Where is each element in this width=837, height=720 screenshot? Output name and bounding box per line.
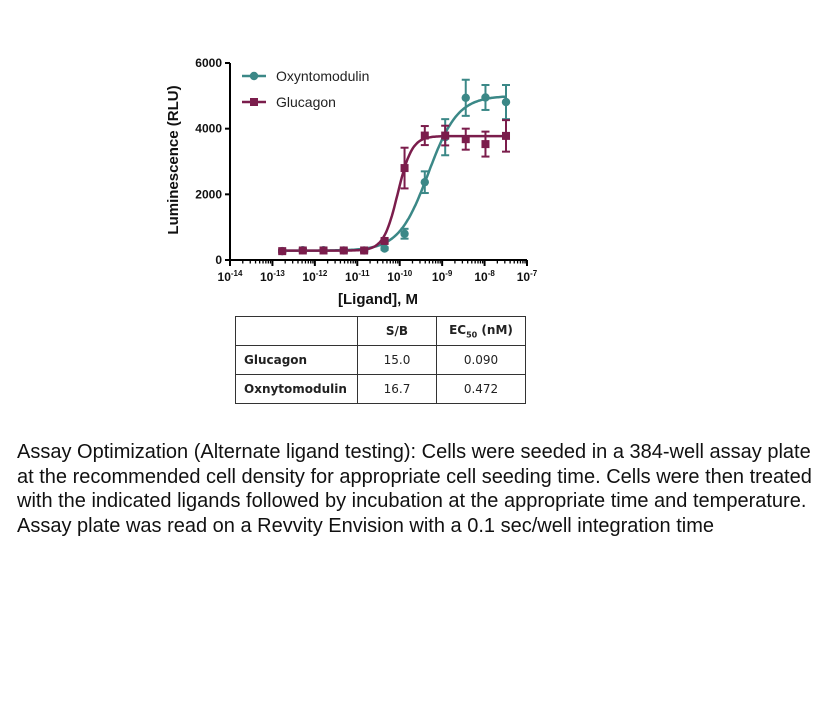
data-point: [420, 125, 429, 147]
dose-response-chart: 0 2000 4000 6000 10-14 10-13 10-12 10-11 10-10 10…: [165, 56, 538, 308]
x-tick-label: 10-7: [517, 269, 538, 284]
ec-text: EC: [449, 322, 467, 337]
y-tick-label: 6000: [195, 56, 222, 70]
marker-square: [298, 246, 307, 255]
marker-square: [339, 246, 348, 255]
legend-marker-circle: [249, 71, 259, 81]
data-point: [481, 130, 490, 158]
data-point: [441, 124, 450, 147]
marker-square: [380, 236, 389, 245]
data-point: [400, 146, 409, 190]
y-tick-label: 0: [215, 253, 222, 267]
marker-circle: [481, 93, 490, 102]
row-ec50: 0.472: [436, 374, 526, 404]
data-point: [481, 83, 490, 111]
table-header-row: S/B EC50 (nM): [235, 316, 526, 346]
x-axis-label: [Ligand], M: [338, 291, 418, 308]
data-point: [502, 119, 511, 153]
data-point: [380, 244, 389, 253]
data-point: [319, 246, 328, 255]
data-point: [278, 247, 287, 256]
row-ec50: 0.090: [436, 345, 526, 375]
data-point: [420, 170, 429, 195]
row-name: Oxnytomodulin: [235, 374, 358, 404]
legend-label: Oxyntomodulin: [276, 68, 369, 84]
y-tick-label: 4000: [195, 122, 222, 136]
data-point: [461, 127, 470, 151]
data-point: [339, 246, 348, 255]
x-tick-label: 10-13: [260, 269, 285, 284]
marker-square: [360, 246, 369, 255]
data-point: [360, 246, 369, 255]
marker-circle: [461, 93, 470, 103]
fit-curve-glucagon: [282, 134, 506, 252]
marker-square: [420, 131, 429, 140]
results-table: S/B EC50 (nM) Glucagon 15.0 0.090 Oxnyto…: [235, 316, 526, 404]
ec-unit: (nM): [477, 322, 513, 337]
marker-circle: [380, 244, 389, 253]
x-tick-label: 10-10: [387, 269, 412, 284]
marker-square: [481, 140, 490, 149]
marker-circle: [501, 97, 511, 107]
fit-curve-oxyntomodulin: [282, 95, 507, 252]
table-header-ec50: EC50 (nM): [436, 316, 526, 346]
table-header-sb: S/B: [357, 316, 437, 346]
table-row: Glucagon 15.0 0.090: [235, 345, 526, 375]
figure-caption: Assay Optimization (Alternate ligand tes…: [17, 441, 812, 537]
marker-square: [400, 164, 409, 173]
y-tick-label: 2000: [195, 187, 222, 201]
marker-square: [461, 135, 470, 144]
data-point: [461, 78, 470, 117]
marker-circle: [420, 177, 429, 187]
table-header-blank: [235, 316, 358, 346]
row-name: Glucagon: [235, 345, 358, 375]
x-tick-label: 10-9: [432, 269, 453, 284]
data-point: [501, 83, 511, 121]
marker-square: [319, 246, 328, 255]
marker-square: [278, 247, 287, 256]
x-tick-label: 10-14: [218, 269, 243, 284]
ec-subscript: 50: [466, 330, 478, 340]
y-axis-label: Luminescence (RLU): [165, 85, 182, 234]
x-tick-label: 10-12: [302, 269, 327, 284]
table-row: Oxnytomodulin 16.7 0.472: [235, 374, 526, 404]
marker-circle: [400, 229, 409, 238]
legend-label: Glucagon: [276, 94, 336, 110]
x-tick-label: 10-11: [345, 269, 370, 284]
marker-square: [502, 131, 511, 140]
row-sb: 15.0: [357, 345, 437, 375]
x-tick-label: 10-8: [474, 269, 495, 284]
data-point: [380, 236, 389, 245]
row-sb: 16.7: [357, 374, 437, 404]
data-point: [400, 227, 409, 240]
marker-square: [441, 131, 450, 140]
legend-marker-square: [250, 98, 258, 106]
data-point: [298, 246, 307, 255]
